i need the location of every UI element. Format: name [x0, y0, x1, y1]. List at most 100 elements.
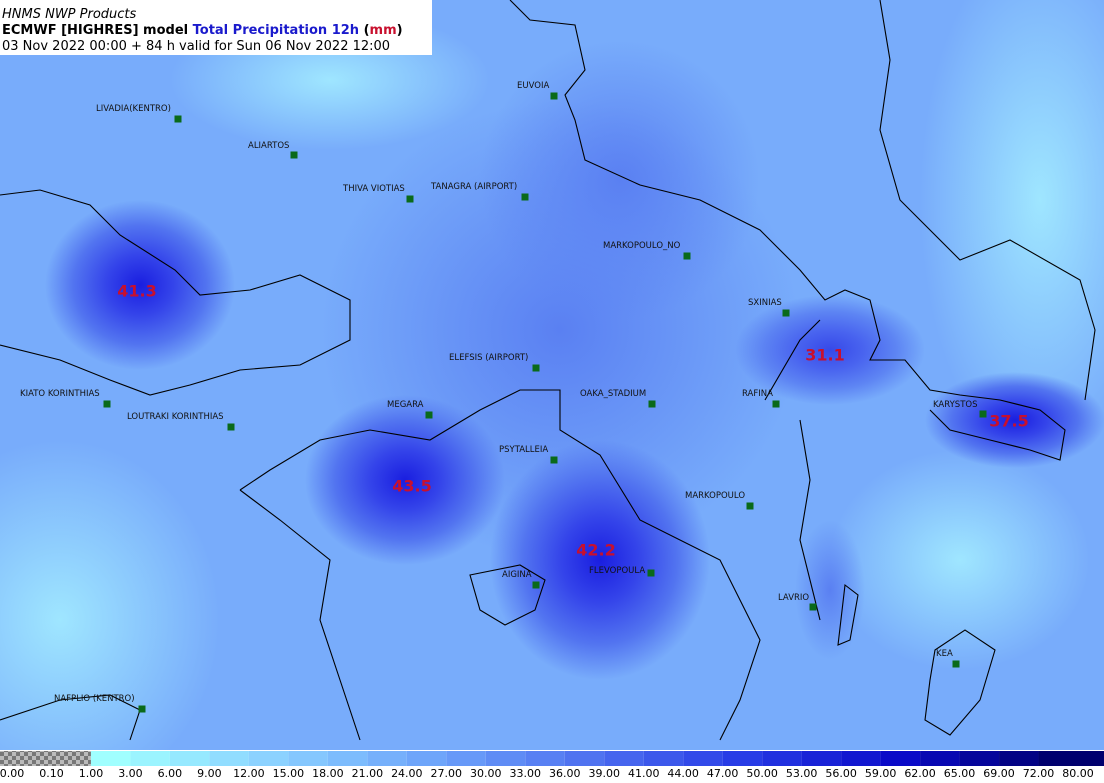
header-source: HNMS NWP Products — [2, 7, 137, 22]
station-label: MEGARA — [387, 400, 424, 410]
station-label: NAFPLIO (KENTRO) — [54, 694, 135, 704]
station-marker — [406, 195, 414, 203]
station-label: LAVRIO — [778, 593, 809, 603]
station-marker — [772, 400, 780, 408]
colorbar-label: 21.00 — [352, 767, 384, 780]
colorbar-swatch — [288, 751, 328, 766]
unit: mm — [370, 23, 397, 38]
colorbar-swatch — [564, 751, 605, 766]
coastlines — [0, 0, 1096, 741]
colorbar-swatch — [880, 751, 921, 766]
station-marker — [532, 581, 540, 589]
station-marker — [746, 502, 754, 510]
colorbar-swatch — [722, 751, 763, 766]
colorbar-label: 59.00 — [865, 767, 897, 780]
colorbar-label: 9.00 — [197, 767, 222, 780]
variable: Total Precipitation 12h — [193, 23, 359, 38]
colorbar-swatch — [169, 751, 210, 766]
max-label: 37.5 — [989, 412, 1028, 431]
colorbar-label: 1.00 — [79, 767, 104, 780]
colorbar-label: 15.00 — [273, 767, 305, 780]
station-label: ALIARTOS — [248, 141, 289, 151]
station-label: LOUTRAKI KORINTHIAS — [127, 412, 224, 422]
station-marker — [979, 410, 987, 418]
station-marker — [103, 400, 111, 408]
paren: ) — [397, 23, 403, 38]
colorbar-swatch — [643, 751, 684, 766]
colorbar-swatch — [683, 751, 723, 766]
max-label: 41.3 — [117, 282, 156, 301]
colorbar-swatch — [130, 751, 170, 766]
colorbar-swatch — [248, 751, 289, 766]
station-label: THIVA VIOTIAS — [342, 184, 405, 194]
max-label: 42.2 — [576, 541, 615, 560]
station-marker — [782, 309, 790, 317]
station-label: PSYTALLEIA — [499, 445, 548, 455]
station-marker — [521, 193, 529, 201]
colorbar-label: 39.00 — [588, 767, 620, 780]
colorbar-swatch — [959, 751, 1000, 766]
station-marker — [532, 364, 540, 372]
colorbar-swatch — [51, 751, 91, 766]
colorbar-label: 3.00 — [118, 767, 143, 780]
station-label: SXINIAS — [748, 298, 782, 308]
station-marker — [648, 400, 656, 408]
colorbar-swatch — [1038, 751, 1104, 766]
colorbar-label: 30.00 — [470, 767, 502, 780]
station-marker — [952, 660, 960, 668]
colorbar-swatch — [367, 751, 407, 766]
colorbar-label: 12.00 — [233, 767, 265, 780]
colorbar-label: 24.00 — [391, 767, 423, 780]
station-label: KARYSTOS — [933, 400, 977, 410]
colorbar-label: 44.00 — [667, 767, 699, 780]
station-label: LIVADIA(KENTRO) — [96, 104, 171, 114]
maxima: 41.3 43.5 42.2 31.1 37.5 — [117, 282, 1028, 560]
model: ECMWF [HIGHRES] model — [2, 23, 188, 38]
station-marker — [809, 603, 817, 611]
colorbar-swatch — [841, 751, 881, 766]
colorbar-label: 65.00 — [944, 767, 976, 780]
colorbar-label: 41.00 — [628, 767, 660, 780]
station-marker — [683, 252, 691, 260]
station-marker — [138, 705, 146, 713]
colorbar-label: 33.00 — [510, 767, 542, 780]
station-label: RAFINA — [742, 389, 773, 399]
station-marker — [174, 115, 182, 123]
colorbar-swatch — [446, 751, 486, 766]
station-label: ELEFSIS (AIRPORT) — [449, 353, 528, 363]
station-label: AIGINA — [502, 570, 532, 580]
colorbar-label: 80.00 — [1062, 767, 1094, 780]
colorbar-swatch — [209, 751, 249, 766]
colorbar-label: 69.00 — [983, 767, 1015, 780]
stations: LIVADIA(KENTRO) ALIARTOS THIVA VIOTIAS TANA… — [20, 81, 987, 713]
colorbar-swatch — [90, 751, 131, 766]
header-title: ECMWF [HIGHRES] model Total Precipitatio… — [2, 23, 403, 38]
colorbar-swatch — [406, 751, 447, 766]
colorbar-swatch — [920, 751, 960, 766]
colorbar-label: 56.00 — [825, 767, 857, 780]
max-label: 31.1 — [805, 346, 844, 365]
station-marker — [647, 569, 655, 577]
station-label: OAKA_STADIUM — [580, 389, 646, 399]
colorbar-swatch — [0, 751, 52, 766]
header-box — [0, 0, 432, 55]
colorbar-label: 62.00 — [904, 767, 936, 780]
header-valid: 03 Nov 2022 00:00 + 84 h valid for Sun 0… — [2, 39, 390, 54]
colorbar-swatch — [525, 751, 565, 766]
colorbar-swatch — [327, 751, 368, 766]
station-marker — [425, 411, 433, 419]
colorbar-label: 0.00 — [0, 767, 24, 780]
station-marker — [550, 456, 558, 464]
colorbar-label: 0.10 — [39, 767, 64, 780]
colorbar-label: 36.00 — [549, 767, 581, 780]
colorbar: 0.00 0.10 1.00 3.00 6.00 9.00 12.00 15.00 18.00 2… — [0, 751, 1104, 780]
station-label: MARKOPOULO — [685, 491, 745, 501]
colorbar-label: 6.00 — [158, 767, 183, 780]
station-label: MARKOPOULO_NO — [603, 241, 681, 251]
station-label: EUVOIA — [517, 81, 549, 91]
paren: ( — [364, 23, 370, 38]
station-label: KEA — [936, 649, 953, 659]
